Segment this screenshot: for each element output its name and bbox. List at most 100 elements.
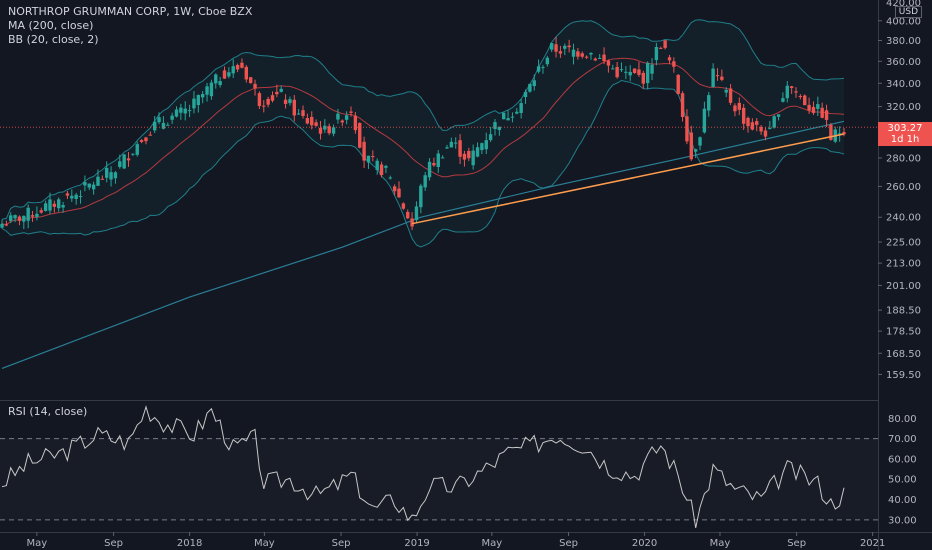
candle-body (519, 103, 523, 113)
candle-body (750, 122, 755, 130)
candle-body (632, 68, 637, 74)
ma-indicator-label[interactable]: MA (200, close) (8, 19, 94, 32)
candle-body (4, 224, 9, 226)
candle-body (493, 122, 497, 129)
candle-body (628, 71, 632, 76)
candle-body (419, 185, 423, 208)
y-tick-label: 280.00 (886, 153, 921, 164)
candle-body (231, 66, 235, 74)
candle-body (353, 115, 358, 131)
candle-body (371, 156, 375, 158)
candle-body (680, 93, 685, 117)
candle-body (70, 195, 74, 199)
candle-body (597, 57, 602, 59)
candle-body (349, 111, 353, 113)
candle-body (292, 99, 297, 116)
y-tick-label: 168.50 (886, 349, 921, 360)
pane-separator (0, 400, 878, 401)
candle-body (554, 44, 558, 52)
candle-body (449, 141, 454, 148)
candle-body (78, 196, 83, 198)
candle-body (502, 112, 506, 120)
candle-body (266, 98, 270, 105)
x-tick-label: May (27, 538, 48, 549)
rsi-indicator-label[interactable]: RSI (14, close) (8, 405, 88, 418)
candle-body (580, 53, 584, 57)
candle-body (179, 107, 183, 113)
candle-body (645, 62, 650, 84)
candle-body (619, 69, 624, 71)
candle-body (87, 183, 91, 188)
y-tick-label: 225.00 (886, 238, 921, 249)
candle-body (445, 147, 449, 149)
y-tick-label: 178.50 (886, 327, 921, 338)
candle-body (458, 140, 462, 157)
candle-body (733, 105, 737, 112)
candle-body (100, 178, 105, 180)
x-tick-label: Sep (104, 538, 123, 549)
x-tick-label: 2019 (404, 538, 429, 549)
candle-body (584, 56, 589, 58)
rsi-tick-label: 30.00 (888, 515, 917, 526)
candle-body (358, 123, 362, 148)
candle-body (759, 126, 763, 132)
candle-body (728, 88, 733, 103)
candle-body (842, 132, 846, 135)
candle-body (650, 64, 654, 74)
x-tick-label: Sep (559, 538, 578, 549)
candle-body (113, 172, 118, 179)
candle-body (161, 122, 166, 129)
candle-body (209, 82, 214, 97)
candle-body (30, 215, 35, 217)
candle-body (118, 161, 122, 167)
candle-body (741, 107, 746, 124)
candle-body (506, 118, 510, 121)
candle-body (340, 120, 344, 123)
rsi-tick-label: 60.00 (888, 454, 917, 465)
y-tick-label: 188.50 (886, 306, 921, 317)
candle-body (563, 45, 567, 49)
candle-body (9, 215, 13, 221)
candle-body (615, 67, 619, 78)
candle-body (366, 155, 371, 163)
candle-body (659, 47, 663, 49)
candle-body (406, 211, 410, 219)
candle-body (707, 95, 711, 111)
bb-indicator-label[interactable]: BB (20, close, 2) (8, 33, 99, 46)
candle-body (83, 182, 87, 186)
y-tick-label: 360.00 (886, 57, 921, 68)
candle-body (737, 102, 741, 110)
candle-body (336, 113, 340, 120)
candle-body (763, 130, 768, 137)
candle-body (248, 77, 253, 84)
x-tick-label: May (482, 538, 503, 549)
candle-body (314, 122, 318, 126)
candle-body (536, 66, 541, 72)
currency-badge[interactable]: USD (894, 6, 922, 18)
y-tick-label: 340.00 (886, 79, 921, 90)
candle-body (214, 74, 218, 84)
x-tick-label: 2021 (860, 538, 885, 549)
y-tick-label: 320.00 (886, 102, 921, 113)
candle-body (611, 68, 615, 70)
candle-body (244, 66, 249, 80)
candle-body (187, 110, 192, 112)
candle-body (454, 142, 458, 144)
candle-body (549, 43, 554, 50)
candle-body (305, 118, 310, 124)
x-tick-label: May (710, 538, 731, 549)
candle-body (388, 177, 392, 179)
candle-body (602, 54, 606, 61)
candle-body (606, 60, 611, 66)
candle-body (240, 62, 244, 68)
candle-body (589, 52, 593, 55)
candle-body (65, 193, 70, 196)
candle-body (327, 126, 331, 134)
candle-body (576, 51, 580, 57)
candle-body (689, 132, 694, 160)
candle-body (227, 72, 231, 77)
y-tick-label: 260.00 (886, 182, 921, 193)
candle-body (702, 108, 707, 133)
candle-body (283, 99, 288, 104)
